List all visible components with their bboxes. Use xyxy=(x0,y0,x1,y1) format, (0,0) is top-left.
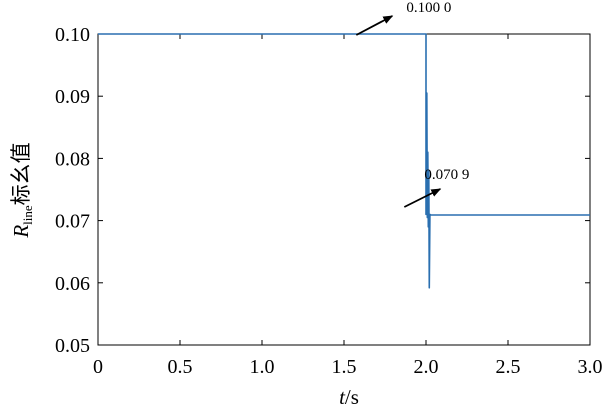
x-tick-label: 1.0 xyxy=(250,356,275,378)
y-axis-title: Rline标幺值 xyxy=(9,142,35,238)
annotation-layer: 0.100 0 0.070 9 xyxy=(355,0,469,208)
series-line xyxy=(98,33,590,289)
x-axis-unit: /s xyxy=(345,385,359,409)
x-tick-label: 2.0 xyxy=(414,356,439,378)
x-tick-label: 1.5 xyxy=(332,356,357,378)
y-tick-label: 0.09 xyxy=(55,86,90,108)
y-tick-label: 0.05 xyxy=(55,335,90,357)
x-axis-title: t/s xyxy=(339,385,359,409)
x-tick-label: 3.0 xyxy=(578,356,603,378)
x-tick-label: 0.5 xyxy=(168,356,193,378)
annotation-label: 0.100 0 xyxy=(406,0,451,16)
y-tick-label: 0.07 xyxy=(55,211,90,233)
annotation-label: 0.070 9 xyxy=(424,167,469,183)
annotation-arrow xyxy=(403,188,442,208)
x-tick-label: 2.5 xyxy=(496,356,521,378)
plot-frame xyxy=(97,33,591,346)
y-axis-subscript: line xyxy=(20,205,35,225)
annotation-arrow xyxy=(355,15,394,36)
x-axis: 0 0.5 1.0 1.5 2.0 2.5 3.0 xyxy=(93,34,603,378)
y-axis-var: R xyxy=(9,225,33,239)
x-axis-var: t xyxy=(339,385,346,409)
series-layer xyxy=(98,33,590,289)
x-tick-label: 0 xyxy=(93,356,103,378)
y-tick-label: 0.10 xyxy=(55,24,90,46)
y-tick-label: 0.06 xyxy=(55,273,90,295)
y-axis: 0.05 0.06 0.07 0.08 0.09 0.10 xyxy=(55,24,590,357)
y-axis-text: 标幺值 xyxy=(9,142,33,205)
y-tick-label: 0.08 xyxy=(55,148,90,170)
